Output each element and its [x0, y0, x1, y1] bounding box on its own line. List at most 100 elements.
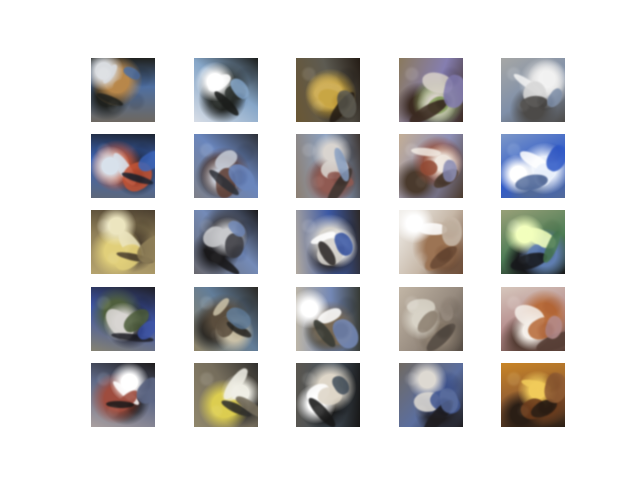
generated-sample-image — [194, 287, 258, 351]
image-blob — [414, 307, 442, 337]
image-blob — [520, 377, 552, 393]
generated-sample-image — [91, 134, 155, 198]
image-blob — [440, 73, 463, 110]
image-blob — [314, 234, 348, 270]
image-blob — [324, 319, 355, 348]
image-blob — [224, 318, 254, 341]
image-blob — [226, 217, 248, 240]
image-blob — [424, 92, 453, 119]
image-blob — [121, 63, 143, 83]
image-blob — [227, 75, 253, 102]
generated-sample-image — [399, 363, 463, 427]
generated-sample-image — [91, 287, 155, 351]
image-blob — [438, 386, 460, 415]
generated-sample-image — [399, 134, 463, 198]
image-blob — [111, 78, 129, 94]
image-blob — [110, 379, 142, 407]
generated-sample-image — [399, 287, 463, 351]
image-blob — [119, 305, 154, 336]
generated-sample-image — [296, 363, 360, 427]
image-blob — [310, 317, 339, 350]
image-blob — [329, 372, 353, 398]
image-blob — [542, 313, 565, 342]
image-blob — [233, 392, 258, 421]
image-blob — [422, 319, 460, 351]
generated-sample-image — [501, 58, 565, 122]
image-blob — [312, 80, 344, 104]
generated-sample-image — [501, 287, 565, 351]
image-blob — [441, 216, 463, 247]
image-blob — [105, 400, 135, 409]
image-blob — [215, 167, 237, 198]
image-blob — [224, 159, 258, 195]
image-blob — [513, 171, 550, 194]
image-blob — [329, 314, 360, 351]
image-blob — [101, 62, 119, 86]
image-blob — [211, 295, 231, 319]
image-blob — [406, 95, 451, 122]
generated-sample-image — [296, 134, 360, 198]
image-blob — [332, 146, 352, 183]
image-blob — [412, 389, 443, 415]
image-blob — [309, 229, 337, 247]
image-blob — [528, 395, 560, 422]
generated-sample-image — [194, 58, 258, 122]
generated-sample-image — [296, 287, 360, 351]
image-blob — [303, 379, 333, 407]
image-blob — [508, 249, 550, 274]
image-blob — [134, 318, 155, 343]
image-blob — [420, 70, 455, 96]
generated-sample-image — [296, 210, 360, 274]
image-blob — [135, 148, 155, 175]
image-blob — [205, 70, 234, 96]
image-blob — [325, 89, 359, 122]
generated-sample-image — [296, 58, 360, 122]
image-blob — [518, 77, 552, 111]
image-blob — [332, 229, 356, 259]
image-blob — [315, 304, 344, 328]
image-blob — [100, 304, 139, 344]
image-blob — [517, 393, 549, 425]
image-blob — [113, 227, 149, 265]
image-blob — [519, 94, 549, 113]
image-blob — [95, 91, 125, 108]
image-blob — [214, 315, 236, 339]
image-blob — [524, 311, 561, 346]
image-blob — [541, 370, 565, 406]
image-blob — [440, 302, 454, 322]
image-blob — [325, 168, 356, 191]
image-blob — [410, 146, 442, 158]
image-blob — [223, 397, 244, 418]
image-blob — [220, 365, 251, 403]
image-blob — [314, 238, 340, 269]
image-blob — [406, 297, 436, 317]
image-blob — [223, 232, 246, 259]
image-blob — [441, 159, 459, 183]
generated-sample-image — [501, 210, 565, 274]
image-blob — [335, 88, 359, 120]
generated-sample-image — [194, 363, 258, 427]
image-blob — [219, 397, 254, 420]
image-blob — [224, 84, 247, 101]
image-blob — [132, 231, 155, 269]
image-blob — [522, 241, 546, 269]
generated-sample-image — [399, 58, 463, 122]
image-blob — [223, 302, 255, 334]
image-blob — [511, 71, 545, 97]
generated-sample-image — [91, 363, 155, 427]
image-blob — [528, 159, 559, 190]
image-blob — [115, 250, 155, 265]
image-blob — [315, 84, 349, 114]
image-blob — [540, 229, 564, 265]
generated-sample-image — [91, 210, 155, 274]
image-blob — [426, 242, 461, 273]
image-blob — [201, 245, 242, 274]
image-blob — [199, 221, 230, 253]
image-blob — [544, 86, 565, 110]
image-blob — [132, 373, 155, 409]
image-blob — [517, 148, 552, 174]
image-blob — [305, 394, 339, 427]
image-blob — [426, 385, 463, 420]
generated-sample-image — [501, 363, 565, 427]
